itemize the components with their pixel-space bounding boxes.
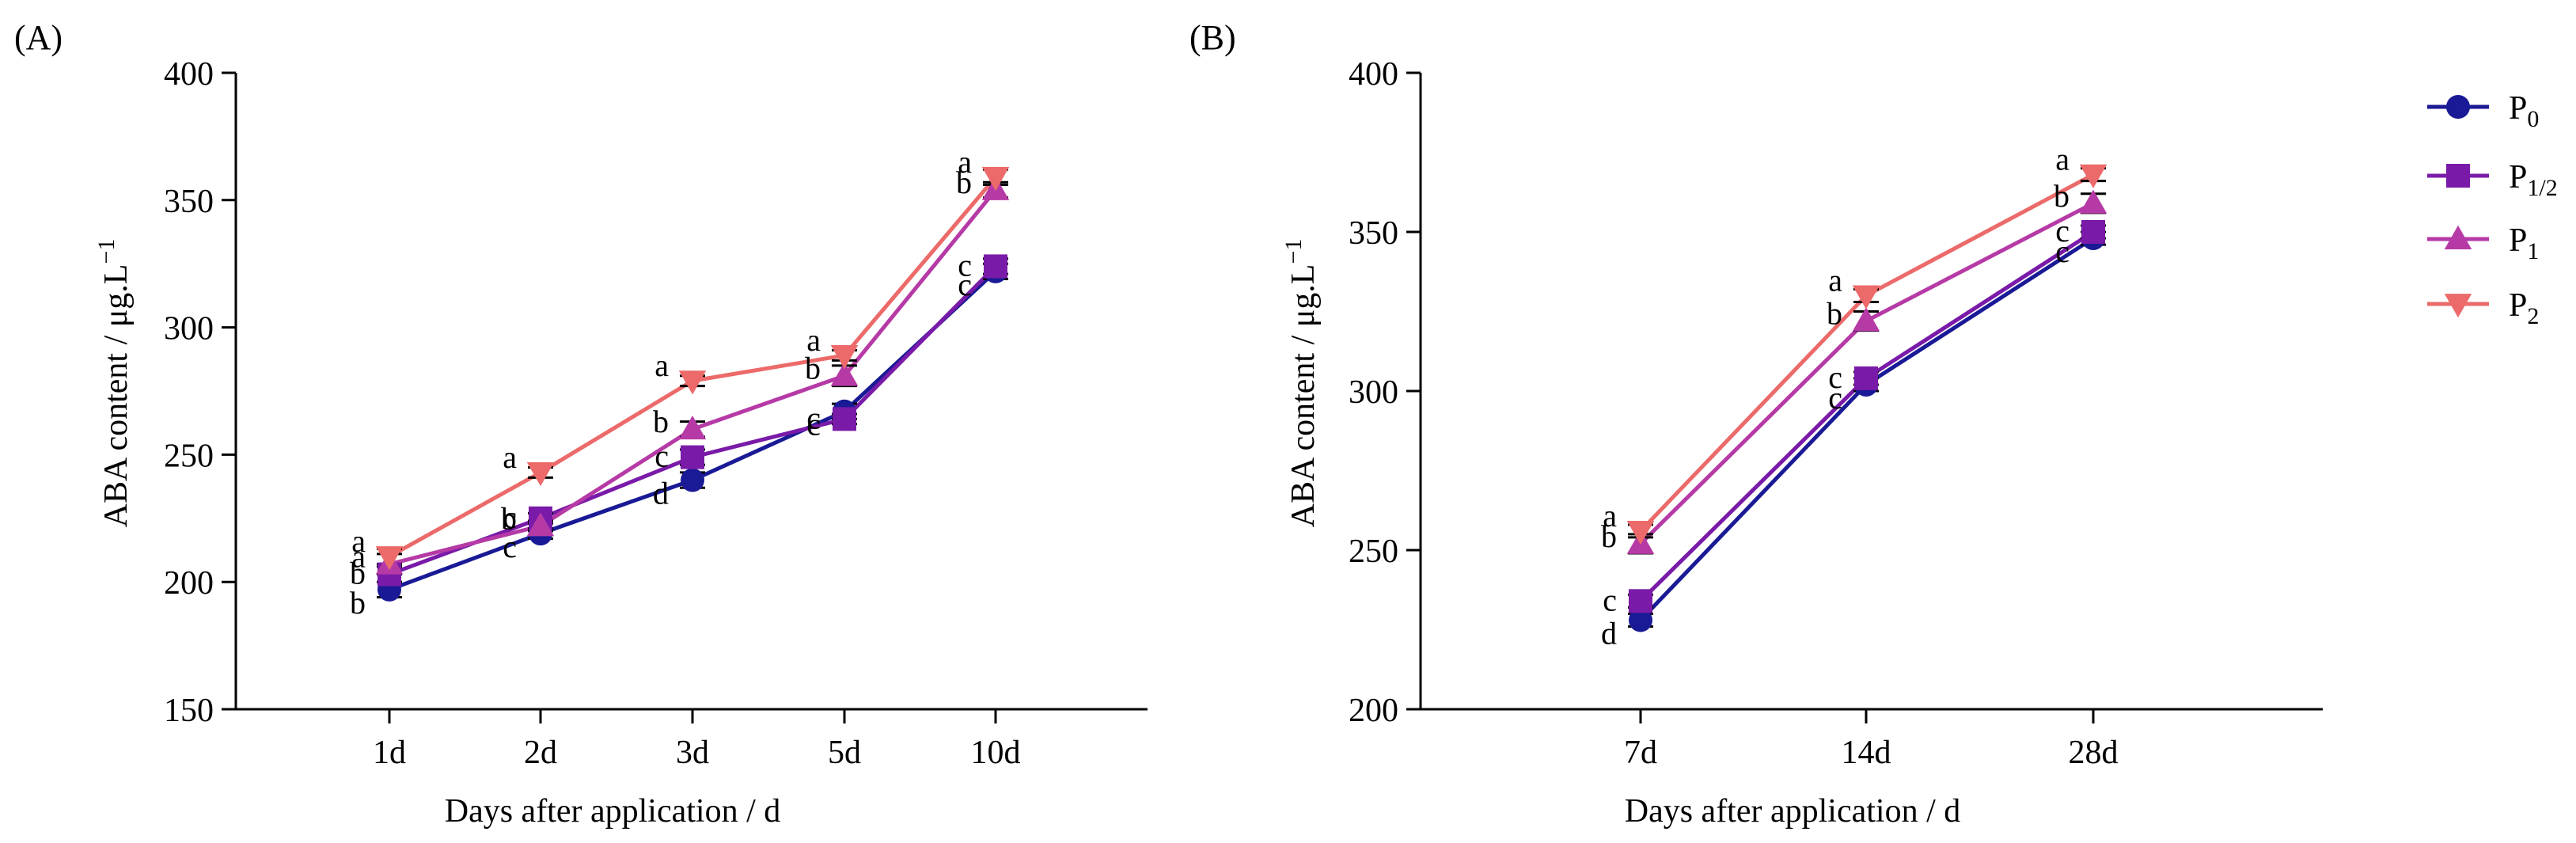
legend-item-p1: P1 (2427, 222, 2539, 264)
significance-letter: c (958, 267, 972, 302)
legend-item-p2: P2 (2427, 287, 2539, 329)
significance-letter: b (653, 404, 669, 439)
legend-label: P1/2 (2509, 159, 2558, 201)
data-point-p12 (2081, 220, 2105, 244)
data-point-p1 (2079, 189, 2107, 214)
data-point-p2 (678, 370, 707, 395)
y-tick-label: 400 (164, 56, 214, 93)
significance-letter: c (2055, 213, 2070, 249)
legend-label: P2 (2509, 287, 2539, 329)
y-tick-label: 250 (164, 438, 214, 474)
x-tick-label: 2d (524, 735, 557, 771)
significance-letter: c (2055, 234, 2070, 269)
data-point-p2 (1852, 285, 1880, 309)
data-point-p2 (830, 345, 859, 370)
data-point-p2 (981, 166, 1010, 192)
legend-marker (2446, 95, 2470, 119)
significance-letter: c (1603, 582, 1617, 617)
y-tick-label: 300 (164, 311, 214, 347)
legend-marker (2444, 294, 2472, 318)
data-point-p12 (1854, 366, 1878, 390)
significance-letter: a (2055, 142, 2070, 177)
significance-letter: b (350, 556, 366, 591)
x-axis-title: Days after application / d (445, 793, 781, 830)
y-tick-label: 300 (1349, 374, 1398, 411)
significance-letter: a (654, 347, 669, 383)
data-point-p2 (2079, 164, 2107, 188)
data-point-p2 (1626, 520, 1655, 545)
data-point-p2 (526, 461, 555, 487)
panel-a: (A) 150 200 250 300 350 400 1d 2d 3d 5d 10d Days aft… (14, 18, 1148, 830)
significance-letter: c (806, 400, 821, 435)
y-tick-label: 250 (1349, 534, 1398, 570)
x-tick-label: 14d (1842, 735, 1891, 771)
x-tick-label: 28d (2069, 735, 2119, 771)
legend-item-p12: P1/2 (2427, 159, 2558, 201)
y-tick-label: 350 (164, 184, 214, 220)
x-tick-label: 10d (971, 735, 1021, 771)
x-tick-label: 1d (373, 735, 406, 771)
data-point-p1 (526, 512, 555, 537)
series-line-p2 (388, 176, 997, 559)
data-point-p0 (1629, 608, 1652, 632)
significance-letter: b (350, 585, 366, 621)
legend-item-p0: P0 (2427, 90, 2539, 132)
legend-label: P1 (2509, 222, 2539, 264)
significance-letter: c (503, 529, 517, 564)
significance-letter: b (501, 500, 517, 536)
data-point-p2 (375, 546, 404, 571)
y-tick-label: 350 (1349, 215, 1398, 252)
data-point-p1 (678, 415, 707, 440)
x-axis-title: Days after application / d (1625, 793, 1961, 830)
x-tick-label: 7d (1624, 735, 1657, 771)
significance-letter: a (1828, 262, 1842, 298)
significance-letter: a (503, 439, 517, 475)
panel-b: (B) 200 250 300 350 400 7d 14d 28d Days after app… (1189, 18, 2323, 830)
data-point-p12 (1629, 589, 1652, 613)
significance-letter: d (1601, 615, 1617, 651)
significance-letter: a (351, 523, 366, 559)
panel-label: (B) (1189, 18, 1236, 57)
significance-letter: c (1828, 380, 1842, 416)
y-tick-label: 200 (164, 565, 214, 602)
data-point-p1 (830, 362, 859, 386)
legend-marker (2446, 164, 2470, 188)
significance-letter: b (1827, 296, 1842, 332)
panel-label: (A) (14, 18, 63, 57)
data-point-p12 (833, 407, 856, 431)
significance-letter: c (654, 439, 669, 474)
significance-letter: a (806, 322, 821, 358)
legend: P0 P1/2 P1 P2 (2427, 90, 2558, 329)
y-tick-label: 400 (1349, 56, 1398, 93)
significance-letter: c (503, 499, 517, 535)
significance-letter: c (958, 247, 972, 283)
x-tick-label: 5d (828, 735, 861, 771)
y-tick-label: 200 (1349, 693, 1398, 729)
y-tick-label: 150 (164, 693, 214, 729)
data-point-p12 (984, 254, 1007, 279)
significance-letter: b (2054, 178, 2070, 214)
y-axis-title: ABA content / μg.L−1 (1280, 239, 1322, 528)
data-point-p0 (681, 468, 704, 492)
significance-letter: c (806, 407, 821, 442)
significance-letter: a (958, 144, 972, 180)
legend-marker (2444, 225, 2472, 249)
significance-letter: a (1603, 498, 1617, 534)
significance-letter: a (351, 539, 366, 575)
significance-letter: b (805, 351, 821, 386)
significance-letter: c (1828, 359, 1842, 395)
y-axis-title: ABA content / μg.L−1 (93, 239, 135, 528)
significance-letter: b (1601, 518, 1617, 554)
legend-label: P0 (2509, 90, 2539, 132)
x-tick-label: 3d (676, 735, 709, 771)
significance-letter: b (956, 165, 972, 200)
data-point-p12 (681, 445, 704, 469)
significance-letter: d (653, 476, 669, 511)
data-point-p1 (1852, 307, 1880, 332)
